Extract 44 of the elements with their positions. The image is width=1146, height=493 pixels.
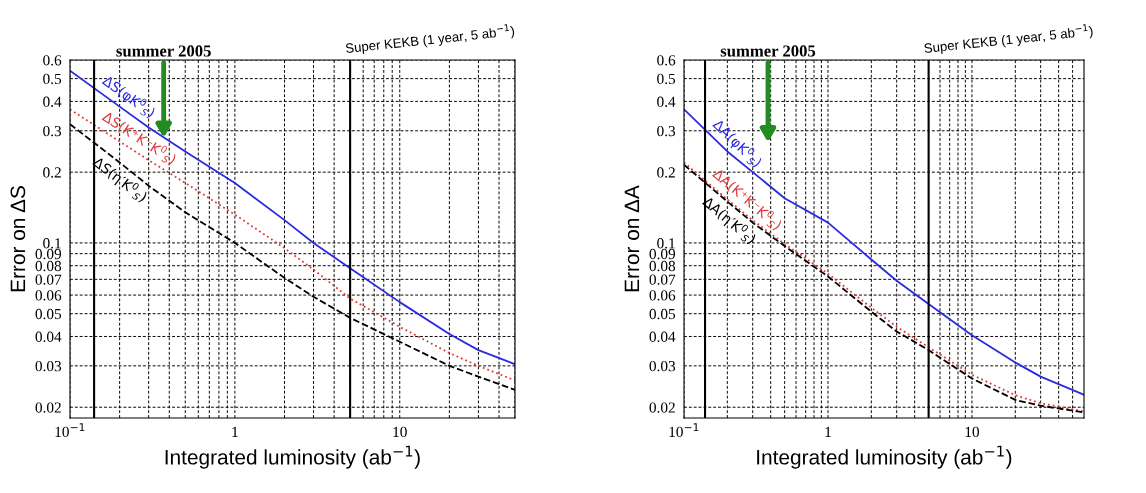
text: ΔS(η′K$^{0}$$_{S}$) xyxy=(90,154,150,205)
ref-line-label: Super KEKB (1 year, 5 ab$^{−1}$) xyxy=(345,23,515,56)
y-tick-label: 0.05 xyxy=(649,308,676,320)
x-tick-label: 1 xyxy=(232,426,238,437)
y-tick-label: 0.1 xyxy=(43,238,61,249)
y-tick-label: 0.06 xyxy=(35,290,62,301)
x-tick-label: 10 xyxy=(393,426,407,438)
y-tick-label: 0.09 xyxy=(649,248,676,260)
x-axis-title: Integrated luminosity (ab$^{−1}$) xyxy=(757,445,1012,469)
text: summer 2005 xyxy=(720,45,816,57)
y-tick-label: 0.04 xyxy=(35,331,62,342)
y-tick-label: 0.4 xyxy=(43,96,62,107)
y-tick-label: 0.02 xyxy=(649,402,675,413)
y-tick-label: 0.05 xyxy=(35,308,62,320)
ref-line-label: Super KEKB (1 year, 5 ab$^{−1}$) xyxy=(923,23,1094,56)
x-tick-label: 10 xyxy=(965,426,980,438)
x-tick-label: 10$^{−1}$ xyxy=(55,423,85,438)
y-axis-title: Error on ΔS xyxy=(10,186,26,292)
y-axis-title: Error on ΔA xyxy=(624,185,640,292)
y-tick-label: 0.07 xyxy=(649,274,676,285)
y-tick-label: 0.6 xyxy=(43,55,62,66)
y-tick-label: 0.04 xyxy=(649,331,676,342)
y-tick-label: 0.08 xyxy=(649,260,676,272)
y-tick-label: 0.6 xyxy=(657,55,676,66)
y-tick-label: 0.06 xyxy=(649,290,676,301)
y-tick-label: 0.5 xyxy=(43,73,62,85)
x-tick-label: 10$^{−1}$ xyxy=(669,423,699,438)
y-tick-label: 0.07 xyxy=(35,274,62,285)
y-tick-label: 0.02 xyxy=(35,402,61,413)
y-tick-label: 0.03 xyxy=(35,360,62,372)
y-tick-label: 0.4 xyxy=(657,96,676,107)
x-tick-label: 1 xyxy=(825,426,831,437)
text: ΔA(φK$^{0}$$_{S}$) xyxy=(710,116,765,170)
y-tick-label: 0.1 xyxy=(657,238,675,249)
y-tick-label: 0.2 xyxy=(657,167,675,178)
y-tick-label: 0.5 xyxy=(657,73,676,85)
y-tick-label: 0.2 xyxy=(43,167,61,178)
y-tick-label: 0.08 xyxy=(35,260,62,272)
y-tick-label: 0.03 xyxy=(649,360,676,372)
y-tick-label: 0.3 xyxy=(43,125,62,137)
annotation: summer 2005 xyxy=(116,45,211,57)
y-tick-label: 0.09 xyxy=(35,248,62,260)
x-axis-title: Integrated luminosity (ab$^{−1}$) xyxy=(165,445,420,469)
y-tick-label: 0.3 xyxy=(657,125,676,137)
